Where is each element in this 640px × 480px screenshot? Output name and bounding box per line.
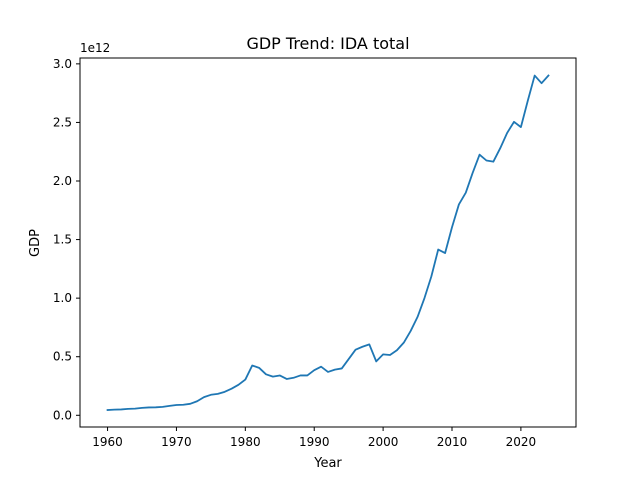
axis-ticks: 1960 1970 1980 1990 2000 2010 2020 0.0 0.5 1.0 1.5… — [53, 57, 536, 449]
y-tick-label: 3.0 — [53, 57, 72, 71]
x-tick-label: 2020 — [506, 435, 537, 449]
chart-title: GDP Trend: IDA total — [246, 34, 409, 53]
series-layer — [106, 74, 550, 411]
y-tick-label: 2.0 — [53, 174, 72, 188]
x-tick-label: 2000 — [368, 435, 399, 449]
y-tick-label: 1.5 — [53, 233, 72, 247]
x-tick-label: 2010 — [437, 435, 468, 449]
y-tick-label: 2.5 — [53, 115, 72, 129]
x-tick-label: 1970 — [161, 435, 192, 449]
x-tick-label: 1980 — [230, 435, 261, 449]
y-tick-label: 0.0 — [53, 408, 72, 422]
x-tick-label: 1960 — [92, 435, 123, 449]
x-axis-label: Year — [313, 456, 342, 471]
y-axis-label: GDP — [28, 229, 43, 257]
y-tick-label: 0.5 — [53, 350, 72, 364]
y-tick-label: 1.0 — [53, 291, 72, 305]
gdp-series-line — [106, 74, 550, 411]
y-axis-offset-label: 1e12 — [80, 41, 110, 55]
plot-area-frame — [79, 57, 577, 428]
x-tick-label: 1990 — [299, 435, 330, 449]
